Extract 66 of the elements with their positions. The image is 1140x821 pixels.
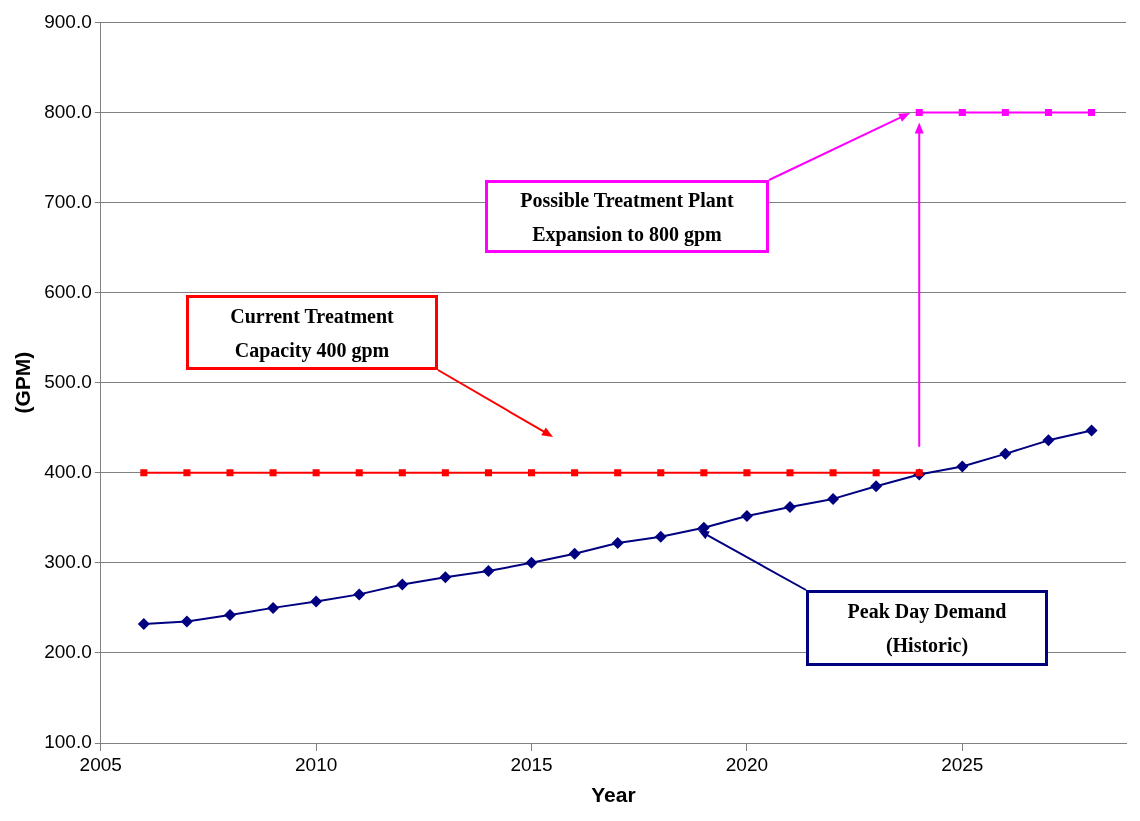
point — [226, 469, 234, 477]
annotation: Current Treatment Capacity 400 gpm — [230, 303, 394, 364]
callout-box: Current Treatment Capacity 400 gpm — [186, 295, 438, 370]
point — [783, 501, 796, 513]
x-axis-title: Year — [591, 783, 636, 807]
point — [1044, 108, 1052, 117]
x-tick-label: 2015 — [510, 753, 553, 775]
point — [525, 556, 538, 569]
point — [1085, 424, 1098, 437]
point — [137, 618, 150, 631]
point — [657, 469, 665, 477]
point — [527, 469, 536, 477]
point — [441, 469, 449, 477]
point — [571, 469, 579, 477]
point — [312, 469, 320, 477]
point — [743, 469, 751, 477]
point — [180, 615, 193, 628]
point — [1088, 108, 1096, 117]
point — [958, 108, 966, 117]
x-tick-label: 2020 — [725, 753, 769, 775]
point — [396, 578, 409, 591]
point — [700, 469, 708, 477]
point — [915, 108, 923, 117]
point — [439, 571, 452, 584]
x-tick-label: 2025 — [941, 753, 984, 775]
y-tick-label: 400.0 — [44, 461, 92, 483]
point — [740, 510, 753, 523]
callout-box: Possible Treatment Plant Expansion to 800 gpm — [485, 180, 769, 253]
annotation: Possible Treatment Plant Expansion to 800 gpm — [520, 187, 734, 248]
point — [654, 530, 667, 543]
y-tick-label: 300.0 — [44, 551, 92, 573]
callout-box: Peak Day Demand (Historic) — [806, 590, 1048, 666]
point — [140, 469, 148, 477]
point — [1001, 108, 1009, 117]
y-tick-label: 900.0 — [44, 10, 92, 32]
y-axis-title: (GPM) — [11, 351, 35, 414]
point — [482, 564, 495, 577]
point — [786, 469, 794, 477]
point — [999, 447, 1012, 460]
x-tick-label: 2010 — [295, 753, 338, 775]
point — [827, 492, 840, 505]
point — [398, 469, 406, 477]
y-tick-label: 700.0 — [44, 190, 92, 212]
y-tick-label: 800.0 — [44, 100, 92, 122]
point — [1042, 434, 1055, 447]
point — [269, 469, 277, 477]
y-tick-label: 100.0 — [44, 731, 92, 753]
y-tick-label: 600.0 — [44, 280, 92, 302]
point — [872, 469, 880, 477]
x-tick-label: 2005 — [79, 753, 122, 775]
point — [353, 588, 366, 601]
point — [614, 469, 622, 477]
point — [870, 480, 883, 493]
point — [267, 601, 280, 614]
y-tick-label: 500.0 — [44, 370, 92, 392]
point — [956, 460, 969, 473]
point — [611, 537, 624, 550]
point — [223, 609, 236, 622]
point — [568, 547, 581, 560]
annotation: Peak Day Demand (Historic) — [847, 599, 1007, 659]
y-tick-label: 200.0 — [44, 641, 92, 663]
point — [183, 469, 191, 477]
point — [484, 469, 492, 477]
point — [355, 469, 363, 477]
point — [310, 595, 323, 608]
point — [829, 469, 837, 477]
